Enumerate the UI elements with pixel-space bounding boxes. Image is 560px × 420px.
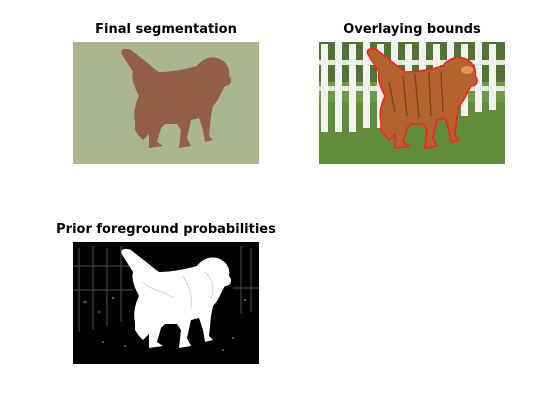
- prior-probabilities-title: Prior foreground probabilities: [56, 222, 276, 237]
- overlaying-bounds-title: Overlaying bounds: [343, 22, 481, 37]
- final-segmentation-title: Final segmentation: [95, 22, 237, 37]
- final-segmentation-image: [73, 42, 259, 164]
- prior-probabilities-image: [73, 242, 259, 364]
- overlaying-bounds-image: [319, 42, 505, 164]
